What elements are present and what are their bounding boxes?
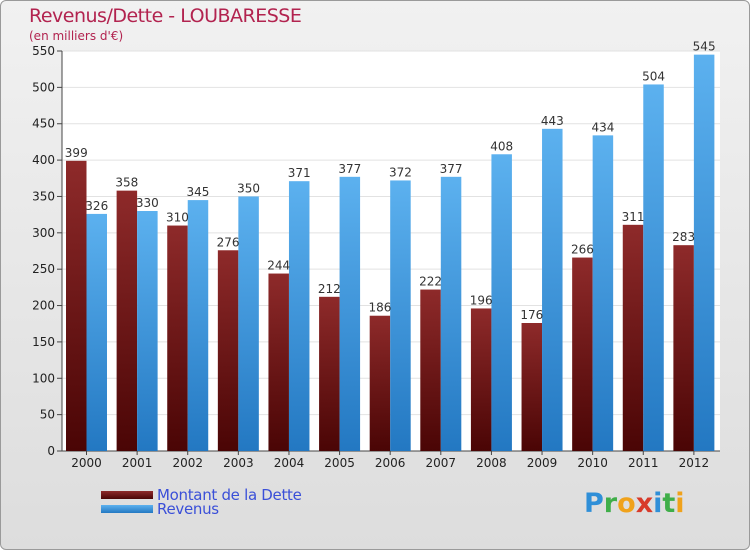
debt-bar bbox=[217, 250, 239, 451]
revenue-bar bbox=[542, 128, 563, 451]
x-tick-label: 2003 bbox=[223, 456, 254, 470]
debt-bar bbox=[521, 323, 543, 451]
x-tick-label: 2007 bbox=[426, 456, 457, 470]
debt-value-label: 399 bbox=[65, 146, 88, 160]
x-tick-label: 2000 bbox=[71, 456, 102, 470]
revenue-value-label: 504 bbox=[642, 69, 665, 83]
debt-bar bbox=[420, 289, 441, 451]
debt-value-label: 244 bbox=[267, 259, 290, 273]
revenue-value-label: 326 bbox=[85, 199, 108, 213]
y-tick-label: 400 bbox=[32, 153, 55, 167]
y-tick-label: 150 bbox=[32, 335, 55, 349]
revenue-value-label: 408 bbox=[490, 139, 513, 153]
y-tick-label: 200 bbox=[32, 299, 55, 313]
debt-bar bbox=[319, 296, 340, 451]
debt-value-label: 276 bbox=[217, 235, 240, 249]
x-tick-label: 2010 bbox=[577, 456, 608, 470]
x-tick-label: 2012 bbox=[679, 456, 710, 470]
debt-value-label: 176 bbox=[520, 308, 543, 322]
revenue-bar bbox=[339, 176, 361, 451]
debt-bar bbox=[66, 160, 87, 451]
revenue-bar bbox=[137, 211, 158, 451]
debt-bar bbox=[673, 245, 694, 451]
x-tick-label: 2008 bbox=[476, 456, 507, 470]
x-tick-label: 2001 bbox=[122, 456, 153, 470]
debt-value-label: 311 bbox=[622, 210, 645, 224]
legend-label-debt: Montant de la Dette bbox=[157, 486, 302, 504]
x-tick-label: 2011 bbox=[628, 456, 659, 470]
logo-letter: r bbox=[603, 488, 618, 519]
revenue-bar bbox=[491, 154, 512, 452]
revenue-bar bbox=[693, 54, 715, 452]
chart-title: Revenus/Dette - LOUBARESSE bbox=[29, 5, 302, 27]
revenue-value-label: 345 bbox=[187, 185, 210, 199]
legend-swatch-debt bbox=[101, 491, 153, 499]
debt-value-label: 283 bbox=[672, 230, 695, 244]
debt-value-label: 310 bbox=[166, 211, 189, 225]
revenue-bar bbox=[86, 213, 107, 451]
proxiti-logo: Proxiti bbox=[584, 488, 685, 519]
y-tick-label: 350 bbox=[32, 189, 55, 203]
data-labels: 399 326 358 330 310 345 276 350 244 371 212 377 186 3… bbox=[65, 40, 716, 322]
revenue-bar bbox=[390, 180, 411, 452]
debt-bar bbox=[572, 257, 593, 451]
logo-letter: x bbox=[635, 488, 654, 519]
debt-value-label: 266 bbox=[571, 243, 594, 257]
debt-value-label: 212 bbox=[318, 282, 341, 296]
x-tick-label: 2006 bbox=[375, 456, 406, 470]
logo-letter: o bbox=[617, 488, 636, 519]
revenue-bar bbox=[238, 196, 259, 451]
revenue-value-label: 371 bbox=[288, 166, 311, 180]
debt-bar bbox=[268, 273, 289, 451]
y-tick-label: 50 bbox=[40, 408, 55, 422]
revenue-bar bbox=[440, 176, 462, 451]
logo-letter: i bbox=[675, 488, 685, 519]
x-tick-label: 2009 bbox=[527, 456, 558, 470]
chart-subtitle: (en milliers d'€) bbox=[29, 29, 124, 43]
logo-letter: P bbox=[584, 488, 604, 519]
debt-value-label: 222 bbox=[419, 275, 442, 289]
legend-swatch-revenue bbox=[101, 505, 153, 513]
debt-bar bbox=[369, 315, 391, 451]
x-tick-label: 2002 bbox=[172, 456, 203, 470]
revenue-value-label: 434 bbox=[591, 120, 614, 134]
y-tick-label: 550 bbox=[32, 44, 55, 58]
y-tick-label: 250 bbox=[32, 262, 55, 276]
revenue-value-label: 377 bbox=[440, 162, 463, 176]
revenue-value-label: 372 bbox=[389, 165, 412, 179]
debt-bar bbox=[622, 224, 644, 451]
debt-bar bbox=[470, 308, 492, 451]
y-tick-label: 100 bbox=[32, 371, 55, 385]
y-tick-label: 0 bbox=[47, 444, 55, 458]
revenue-value-label: 545 bbox=[693, 40, 716, 54]
debt-value-label: 186 bbox=[368, 301, 391, 315]
revenue-value-label: 350 bbox=[237, 181, 260, 195]
revenue-bar bbox=[592, 135, 614, 451]
revenue-value-label: 330 bbox=[136, 196, 159, 210]
logo-letter: i bbox=[653, 488, 663, 519]
revenue-bar bbox=[643, 84, 664, 452]
y-tick-label: 300 bbox=[32, 226, 55, 240]
x-tick-label: 2005 bbox=[324, 456, 355, 470]
debt-bar bbox=[167, 225, 188, 451]
logo-letter: t bbox=[662, 488, 676, 519]
y-tick-label: 500 bbox=[32, 80, 55, 94]
y-tick-label: 450 bbox=[32, 117, 55, 131]
x-tick-label: 2004 bbox=[274, 456, 305, 470]
debt-value-label: 196 bbox=[470, 293, 493, 307]
revenue-bar bbox=[288, 181, 310, 451]
legend-label-revenue: Revenus bbox=[157, 500, 219, 518]
debt-value-label: 358 bbox=[115, 176, 138, 190]
bars bbox=[66, 54, 715, 452]
debt-bar bbox=[116, 190, 138, 452]
revenue-bar bbox=[187, 200, 209, 451]
revenue-value-label: 377 bbox=[338, 162, 361, 176]
revenue-value-label: 443 bbox=[541, 114, 564, 128]
